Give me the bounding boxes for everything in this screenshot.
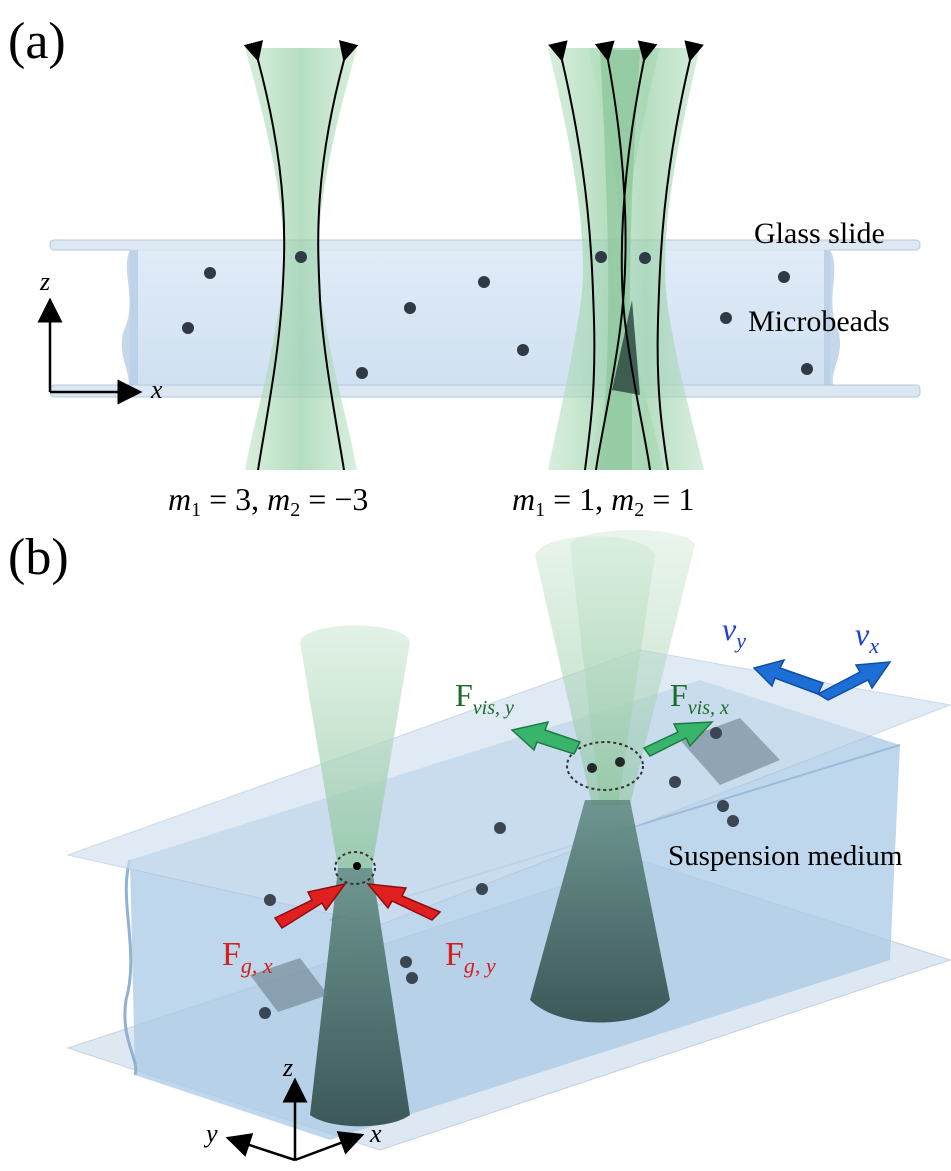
bead xyxy=(400,956,412,968)
bead xyxy=(639,252,651,264)
velocity-x-arrow xyxy=(816,661,892,701)
bead xyxy=(778,271,790,283)
label-v-x: vx xyxy=(855,616,879,658)
label-f-vis-y: Fvis, y xyxy=(455,677,514,719)
bead xyxy=(182,322,194,334)
glass-slide-a xyxy=(49,239,921,398)
bead xyxy=(204,267,216,279)
bead xyxy=(259,1007,271,1019)
axes-b xyxy=(225,1077,365,1162)
bead xyxy=(801,363,813,375)
bead xyxy=(264,894,276,906)
shadows-b xyxy=(250,718,780,1012)
bead xyxy=(406,972,418,984)
bead xyxy=(669,776,681,788)
axis-x-b: x xyxy=(369,1119,382,1148)
bead xyxy=(476,883,488,895)
velocity-arrows xyxy=(752,658,892,701)
label-f-g-x: Fg, x xyxy=(222,936,273,978)
viscous-arrows xyxy=(510,720,714,757)
panel-a-label: (a) xyxy=(8,13,66,70)
caption-right-a: m1 = 1, m2 = 1 xyxy=(512,481,694,521)
bead xyxy=(295,251,307,263)
microbeads-a xyxy=(182,251,813,379)
axes-a xyxy=(37,297,143,405)
bead xyxy=(517,344,529,356)
bead xyxy=(717,800,729,812)
bead xyxy=(595,251,607,263)
bead xyxy=(404,302,416,314)
beam-left-b xyxy=(300,625,410,1127)
suspension-medium-label: Suspension medium xyxy=(668,840,903,872)
panel-b-label: (b) xyxy=(8,529,69,586)
gradient-y-arrow xyxy=(366,883,442,921)
glass-slide-top-b xyxy=(66,649,951,926)
axis-x-a: x xyxy=(150,375,163,404)
bead xyxy=(710,727,722,739)
bead xyxy=(356,367,368,379)
bead xyxy=(727,815,739,827)
axis-z-b: z xyxy=(282,1053,293,1082)
viscous-y-arrow xyxy=(510,720,582,755)
glass-slide-label: Glass slide xyxy=(754,217,885,250)
velocity-y-arrow xyxy=(752,658,825,695)
caption-left-a: m1 = 3, m2 = −3 xyxy=(168,481,368,521)
gradient-arrows xyxy=(273,882,442,930)
label-v-y: vy xyxy=(722,611,746,653)
gradient-x-arrow xyxy=(273,882,347,930)
bead-legend xyxy=(720,312,732,324)
beam-right-b xyxy=(530,530,695,1023)
bead xyxy=(478,276,490,288)
microbeads-label: Microbeads xyxy=(748,305,890,338)
axis-y-b: y xyxy=(203,1119,218,1148)
bead xyxy=(494,822,506,834)
label-f-g-y: Fg, y xyxy=(445,936,496,978)
viscous-x-arrow xyxy=(642,721,714,757)
axis-z-a: z xyxy=(39,267,50,296)
label-f-vis-x: Fvis, x xyxy=(670,677,729,719)
microbeads-b xyxy=(259,727,739,1019)
